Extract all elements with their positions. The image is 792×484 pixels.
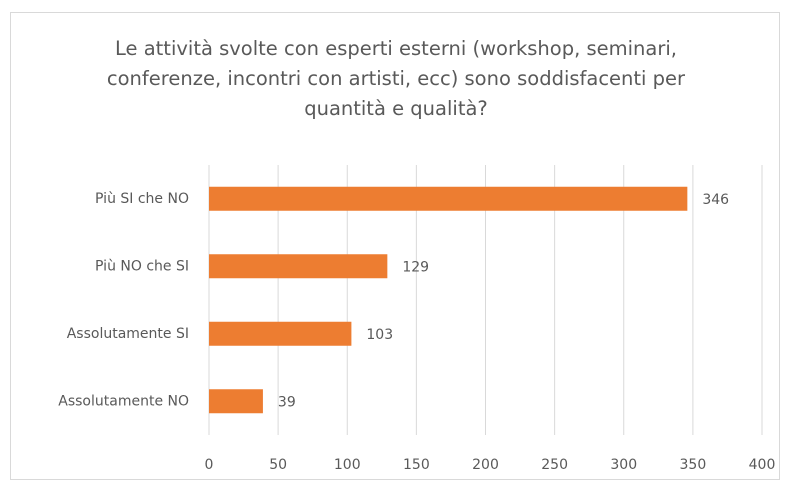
y-tick-label: Più SI che NO [95, 191, 189, 207]
y-tick-label: Assolutamente SI [67, 326, 189, 342]
x-tick-label: 300 [610, 457, 637, 473]
x-tick-label: 200 [472, 457, 499, 473]
data-label: 346 [702, 192, 729, 208]
bar [209, 321, 352, 346]
x-tick-label: 350 [680, 457, 707, 473]
y-tick-label: Più NO che SI [95, 258, 189, 274]
data-label: 129 [402, 259, 429, 275]
bar [209, 389, 263, 414]
x-tick-label: 400 [749, 457, 776, 473]
x-tick-label: 0 [205, 457, 214, 473]
data-label: 39 [278, 394, 296, 410]
bar [209, 254, 388, 279]
chart-title: Le attività svolte con esperti esterni (… [106, 37, 686, 120]
chart-frame [10, 12, 780, 480]
x-tick-label: 250 [541, 457, 568, 473]
x-tick-label: 100 [334, 457, 361, 473]
bar [209, 186, 688, 211]
x-tick-label: 50 [269, 457, 287, 473]
x-tick-label: 150 [403, 457, 430, 473]
y-tick-label: Assolutamente NO [58, 393, 189, 409]
data-label: 103 [366, 327, 393, 343]
